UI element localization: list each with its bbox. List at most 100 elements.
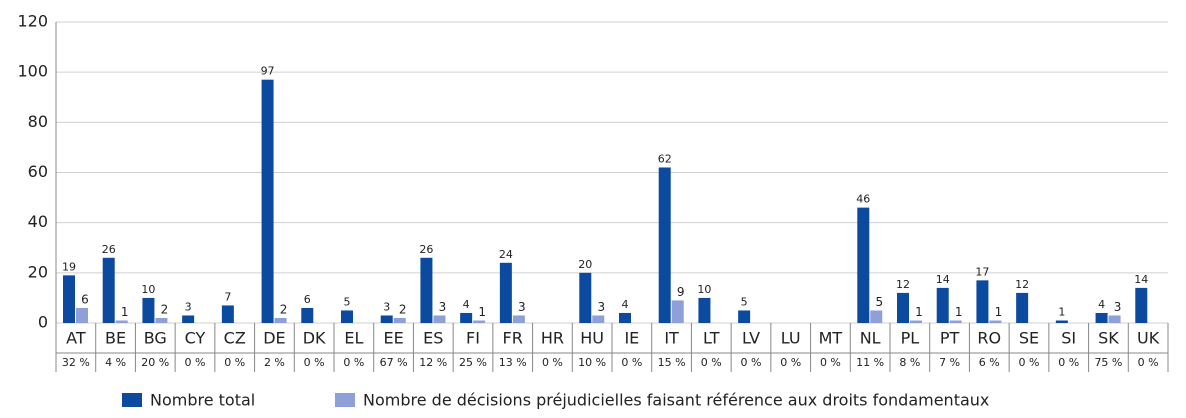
bar — [1016, 292, 1029, 323]
bar — [870, 310, 883, 323]
percentage-label: 32 % — [62, 356, 90, 369]
x-tick-label: BG — [144, 329, 167, 348]
x-tick-label: FI — [466, 329, 480, 348]
data-label: 3 — [439, 300, 447, 314]
x-tick-label: CY — [185, 329, 206, 348]
x-tick-label: LU — [781, 329, 801, 348]
bar — [1135, 287, 1148, 323]
x-tick-label: HR — [541, 329, 564, 348]
x-tick-label: HU — [580, 329, 604, 348]
data-label: 17 — [975, 265, 989, 278]
x-tick-label: LV — [742, 329, 760, 348]
bar — [420, 257, 433, 323]
bar — [341, 310, 353, 323]
bar — [1108, 315, 1121, 323]
bar — [592, 315, 605, 323]
percentage-label: 0 % — [621, 356, 642, 369]
data-label: 5 — [344, 295, 351, 308]
bar — [936, 287, 949, 323]
percentage-label: 15 % — [658, 356, 686, 369]
data-label: 2 — [161, 302, 169, 316]
x-tick-label: ES — [423, 329, 443, 348]
bar — [897, 292, 909, 323]
bar — [102, 257, 115, 323]
y-tick-label: 80 — [28, 112, 48, 131]
bar — [393, 317, 406, 323]
data-label: 9 — [677, 285, 685, 299]
bar — [1095, 312, 1108, 323]
bar — [473, 320, 486, 323]
data-label: 3 — [597, 300, 605, 314]
bar — [579, 272, 592, 323]
data-label: 5 — [875, 295, 883, 309]
percentage-label: 13 % — [499, 356, 527, 369]
data-label: 10 — [697, 283, 711, 296]
legend-swatch — [335, 393, 355, 407]
data-label: 97 — [261, 65, 275, 78]
percentage-label: 11 % — [856, 356, 884, 369]
x-tick-label: PL — [901, 329, 920, 348]
bar — [76, 307, 88, 323]
data-label: 20 — [578, 258, 592, 271]
data-label: 10 — [141, 283, 155, 296]
bar — [658, 167, 671, 323]
percentage-label: 0 % — [701, 356, 722, 369]
data-label: 4 — [1098, 298, 1105, 311]
legend-swatch — [122, 393, 142, 407]
bar — [274, 317, 287, 323]
bar — [63, 275, 75, 323]
y-tick-label: 20 — [28, 262, 48, 281]
bar — [380, 315, 393, 323]
data-label: 4 — [622, 298, 629, 311]
data-label: 5 — [741, 295, 748, 308]
data-label: 7 — [224, 290, 231, 303]
x-tick-label: CZ — [224, 329, 246, 348]
x-tick-label: MT — [819, 329, 843, 348]
percentage-label: 0 % — [185, 356, 206, 369]
data-label: 26 — [102, 243, 116, 256]
data-label: 3 — [518, 300, 526, 314]
x-tick-label: SE — [1019, 329, 1039, 348]
bar — [182, 315, 195, 323]
bar — [155, 317, 168, 323]
x-tick-label: AT — [66, 329, 86, 348]
percentage-label: 6 % — [979, 356, 1000, 369]
x-tick-label: EL — [344, 329, 363, 348]
x-tick-label: UK — [1137, 329, 1160, 348]
bar — [619, 312, 631, 323]
data-label: 14 — [936, 273, 950, 286]
bar — [910, 320, 922, 323]
bar — [433, 315, 446, 323]
data-label: 6 — [81, 292, 89, 306]
percentage-label: 67 % — [380, 356, 408, 369]
x-tick-label: DE — [263, 329, 285, 348]
percentage-label: 20 % — [141, 356, 169, 369]
bar — [512, 315, 525, 323]
data-label: 3 — [185, 300, 192, 313]
data-label: 46 — [856, 193, 870, 206]
legend-label: Nombre total — [150, 391, 255, 410]
data-label: 1 — [478, 305, 486, 319]
data-label: 1 — [915, 305, 923, 319]
y-tick-label: 0 — [38, 313, 48, 332]
bar — [221, 305, 234, 323]
percentage-label: 8 % — [899, 356, 920, 369]
percentage-label: 75 % — [1094, 356, 1122, 369]
bar — [989, 320, 1002, 323]
x-tick-label: SK — [1098, 329, 1119, 348]
data-label: 12 — [896, 278, 910, 291]
y-tick-label: 100 — [17, 62, 48, 81]
x-tick-label: IT — [664, 329, 679, 348]
percentage-label: 0 % — [224, 356, 245, 369]
percentage-label: 0 % — [780, 356, 801, 369]
percentage-label: 7 % — [939, 356, 960, 369]
data-label: 62 — [658, 152, 672, 165]
bar — [738, 310, 751, 323]
data-label: 1 — [1058, 305, 1065, 318]
data-label: 14 — [1134, 273, 1148, 286]
x-tick-label: IE — [624, 329, 639, 348]
x-tick-label: BE — [105, 329, 126, 348]
data-label: 1 — [121, 305, 129, 319]
x-tick-label: LT — [703, 329, 720, 348]
